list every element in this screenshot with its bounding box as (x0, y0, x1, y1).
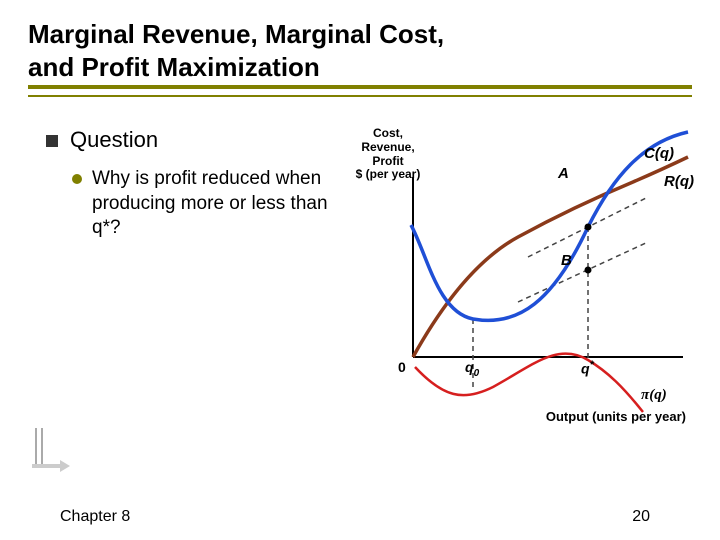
title-underline-thick (28, 85, 692, 89)
curve-label-cq: C(q) (644, 145, 674, 162)
footer-chapter: Chapter 8 (60, 508, 130, 526)
tick-qstar: q* (581, 359, 594, 377)
point-label-a: A (558, 165, 569, 182)
point-label-b: B (561, 252, 572, 269)
bullet-question: Question (70, 127, 158, 153)
tick-q0: q0 (465, 359, 479, 379)
title-underline-thin (28, 95, 692, 97)
square-bullet-icon (46, 135, 58, 147)
curve-label-rq: R(q) (664, 173, 694, 190)
x-axis-label: Output (units per year) (546, 409, 686, 424)
decoration-arrow-icon (30, 428, 70, 478)
title-line1: Marginal Revenue, Marginal Cost, (28, 19, 444, 49)
sub-bullet-text: Why is profit reduced when producing mor… (92, 167, 333, 241)
curve-label-pi: π(q) (641, 387, 667, 404)
title-line2: and Profit Maximization (28, 52, 320, 82)
tick-zero: 0 (398, 359, 406, 375)
footer-page-number: 20 (632, 508, 650, 526)
circle-bullet-icon (72, 174, 82, 184)
